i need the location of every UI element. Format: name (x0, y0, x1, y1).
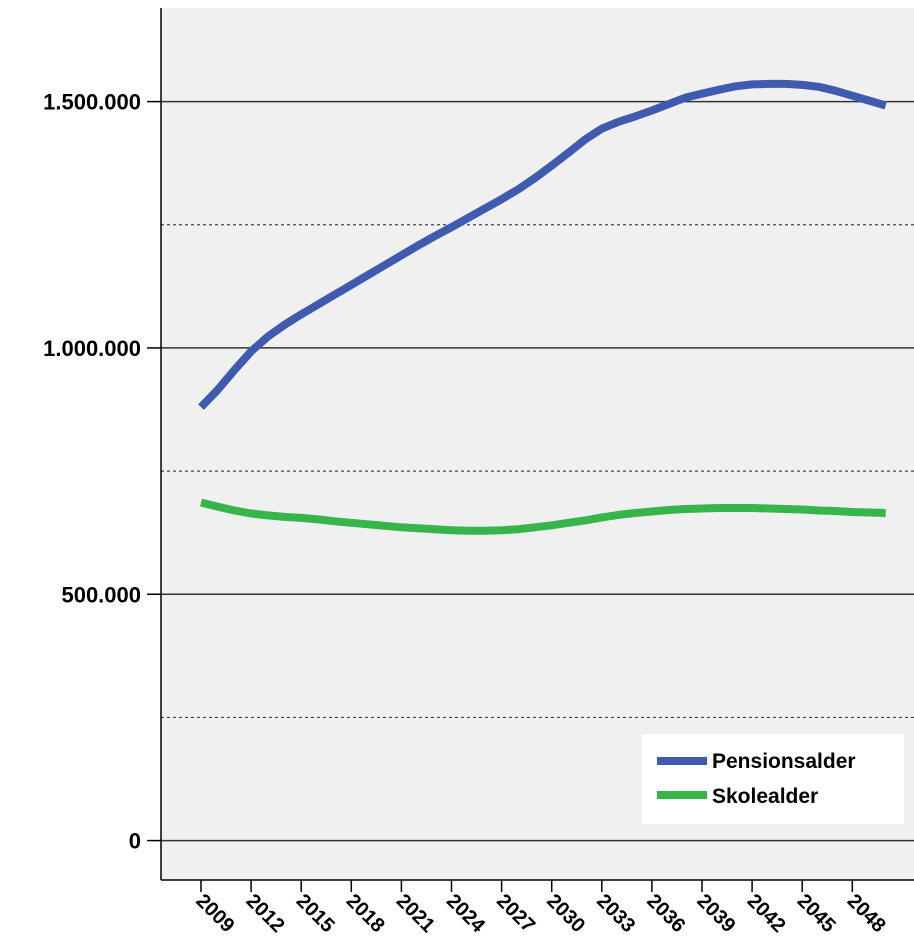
x-tick-label: 2027 (492, 890, 539, 937)
x-tick-label: 2039 (692, 890, 739, 937)
y-tick-label: 1.000.000 (43, 336, 141, 361)
y-axis-ticks: 0 500.000 1.000.000 1.500.000 (43, 90, 161, 854)
x-tick-label: 2015 (292, 890, 339, 937)
y-tick-label: 0 (129, 829, 141, 854)
x-tick-label: 2009 (191, 890, 238, 937)
y-tick-label: 1.500.000 (43, 90, 141, 115)
series-lines (198, 79, 887, 535)
x-axis-ticks: 2009 2012 2015 2018 2021 2024 2027 2030 2033 2036… (191, 880, 890, 938)
x-tick-label: 2021 (392, 890, 439, 937)
x-tick-label: 2042 (743, 890, 790, 937)
x-tick-label: 2045 (793, 890, 840, 937)
series-line-pensionsalder (198, 79, 887, 410)
legend-label-pensionsalder: Pensionsalder (712, 750, 856, 773)
x-tick-label: 2012 (242, 890, 289, 937)
legend-box (642, 734, 904, 824)
grid-lines (161, 100, 914, 842)
x-tick-label: 2030 (542, 890, 589, 937)
x-tick-label: 2036 (642, 890, 689, 937)
series-line-skolealder (200, 498, 886, 535)
legend-label-skolealder: Skolealder (712, 785, 818, 808)
x-tick-label: 2033 (592, 890, 639, 937)
x-tick-label: 2018 (342, 890, 389, 937)
x-tick-label: 2024 (442, 890, 490, 938)
y-tick-label: 500.000 (61, 582, 141, 607)
legend: Pensionsalder Skolealder (642, 734, 904, 824)
x-tick-label: 2048 (843, 890, 890, 937)
